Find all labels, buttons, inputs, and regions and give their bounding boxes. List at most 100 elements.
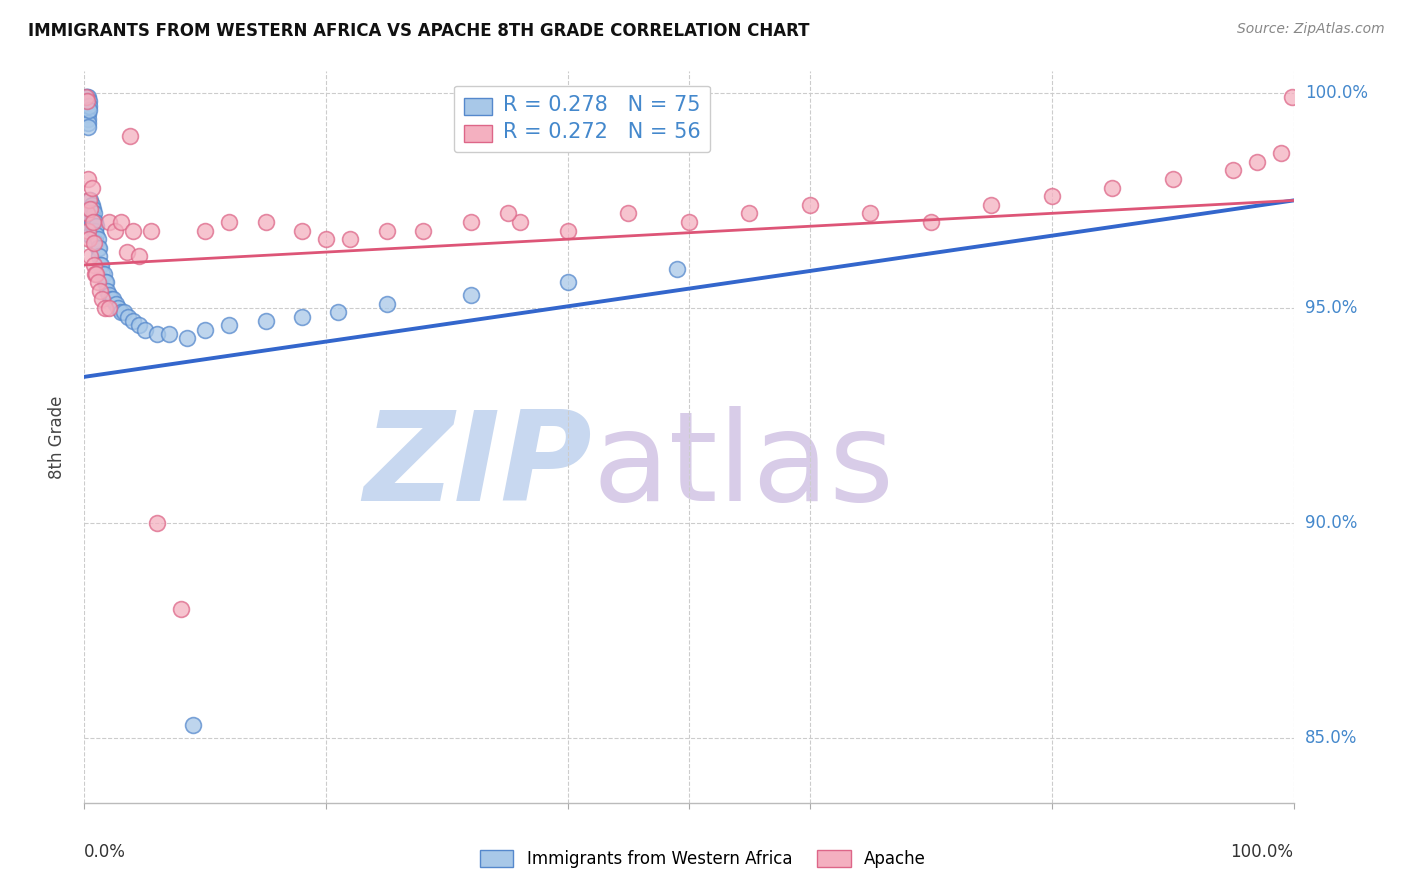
- Point: [557, 275, 579, 289]
- Text: 95.0%: 95.0%: [1305, 299, 1357, 317]
- Point: [375, 223, 398, 237]
- Point: [79, 249, 101, 263]
- Point: [339, 232, 361, 246]
- Point: [80, 198, 103, 212]
- Point: [77, 120, 100, 135]
- Point: [79, 202, 101, 216]
- Point: [980, 198, 1002, 212]
- Point: [94, 275, 117, 289]
- Point: [100, 293, 122, 307]
- Point: [75, 90, 97, 104]
- Point: [1281, 90, 1303, 104]
- Point: [134, 322, 156, 336]
- Point: [460, 288, 482, 302]
- Point: [218, 215, 240, 229]
- Point: [77, 95, 100, 109]
- Point: [218, 318, 240, 333]
- Point: [799, 198, 821, 212]
- Point: [76, 99, 98, 113]
- Point: [254, 215, 277, 229]
- Point: [94, 275, 117, 289]
- Point: [91, 267, 114, 281]
- Text: IMMIGRANTS FROM WESTERN AFRICA VS APACHE 8TH GRADE CORRELATION CHART: IMMIGRANTS FROM WESTERN AFRICA VS APACHE…: [28, 22, 810, 40]
- Point: [77, 95, 100, 109]
- Point: [77, 99, 100, 113]
- Point: [738, 206, 761, 220]
- Point: [1101, 180, 1123, 194]
- Point: [83, 236, 105, 251]
- Point: [920, 215, 942, 229]
- Point: [496, 206, 519, 220]
- Text: 0.0%: 0.0%: [84, 843, 127, 861]
- Point: [157, 326, 180, 341]
- Point: [103, 293, 125, 307]
- Point: [121, 223, 143, 237]
- Point: [83, 223, 105, 237]
- Point: [1270, 146, 1292, 161]
- Point: [97, 215, 120, 229]
- Y-axis label: 8th Grade: 8th Grade: [48, 395, 66, 479]
- Point: [86, 275, 108, 289]
- Point: [77, 90, 100, 104]
- Point: [87, 249, 110, 263]
- Point: [77, 194, 100, 208]
- Text: 85.0%: 85.0%: [1305, 730, 1357, 747]
- Point: [86, 241, 108, 255]
- Text: 90.0%: 90.0%: [1305, 514, 1357, 533]
- Point: [75, 95, 97, 109]
- Point: [86, 267, 108, 281]
- Text: atlas: atlas: [592, 406, 894, 527]
- Point: [176, 331, 198, 345]
- Point: [291, 223, 314, 237]
- Point: [617, 206, 640, 220]
- Point: [678, 215, 700, 229]
- Point: [79, 194, 101, 208]
- Point: [146, 516, 169, 530]
- Point: [83, 215, 105, 229]
- Point: [128, 318, 150, 333]
- Point: [254, 314, 277, 328]
- Point: [194, 322, 217, 336]
- Point: [77, 219, 100, 234]
- Point: [104, 296, 127, 310]
- Point: [75, 99, 97, 113]
- Point: [110, 215, 132, 229]
- Point: [86, 236, 108, 251]
- Point: [97, 288, 120, 302]
- Point: [76, 107, 98, 121]
- Point: [557, 223, 579, 237]
- Point: [76, 103, 98, 117]
- Point: [80, 215, 103, 229]
- Point: [76, 95, 98, 109]
- Point: [84, 267, 107, 281]
- Point: [93, 267, 115, 281]
- Point: [128, 249, 150, 263]
- Point: [77, 112, 100, 126]
- Point: [315, 232, 337, 246]
- Point: [84, 223, 107, 237]
- Point: [83, 206, 105, 220]
- Point: [79, 202, 101, 216]
- Point: [328, 305, 350, 319]
- Point: [104, 223, 127, 237]
- Point: [77, 116, 100, 130]
- Point: [79, 219, 101, 234]
- Point: [89, 284, 111, 298]
- Point: [181, 718, 204, 732]
- Point: [94, 301, 117, 315]
- Point: [1040, 189, 1063, 203]
- Point: [107, 301, 129, 315]
- Point: [291, 310, 314, 324]
- Point: [1161, 172, 1184, 186]
- Point: [77, 172, 100, 186]
- Point: [170, 602, 193, 616]
- Point: [665, 262, 688, 277]
- Point: [1222, 163, 1244, 178]
- Point: [77, 103, 100, 117]
- Point: [76, 90, 98, 104]
- Point: [82, 211, 104, 225]
- Point: [96, 284, 118, 298]
- Text: Source: ZipAtlas.com: Source: ZipAtlas.com: [1237, 22, 1385, 37]
- Point: [80, 206, 103, 220]
- Point: [82, 215, 104, 229]
